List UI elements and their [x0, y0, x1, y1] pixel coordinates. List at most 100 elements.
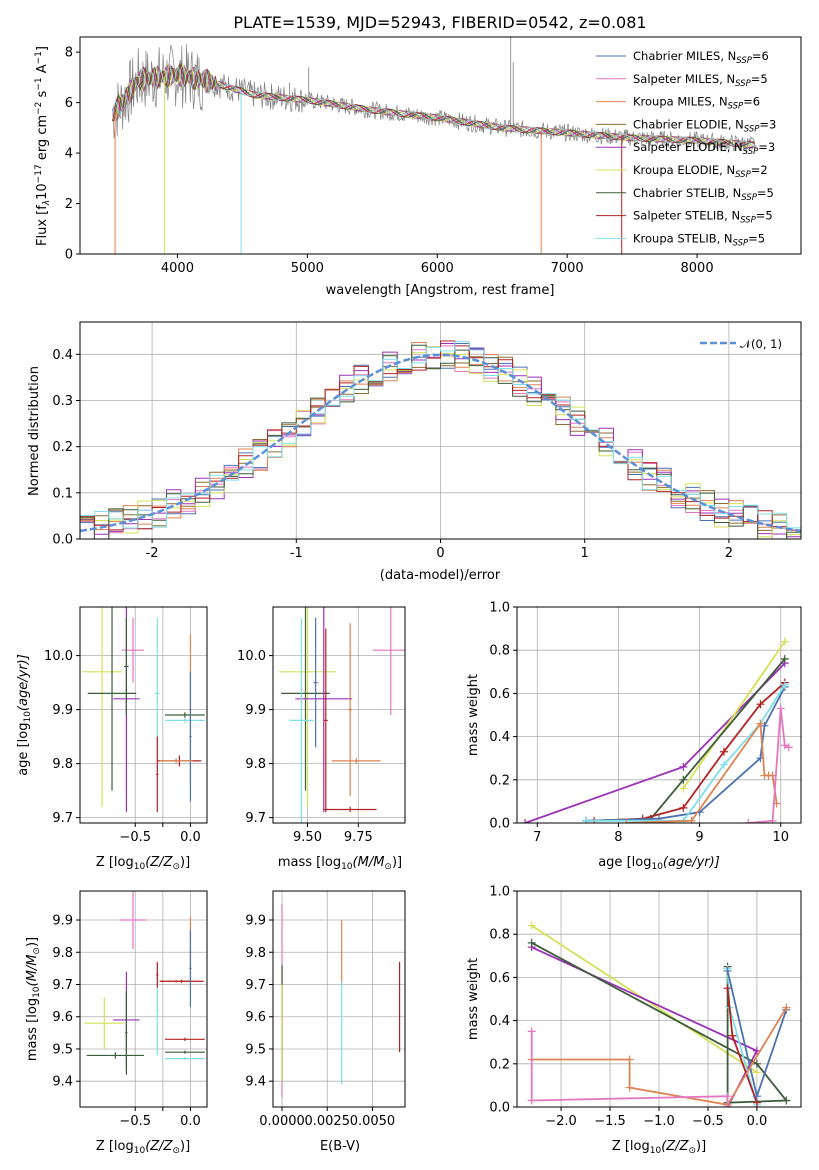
p1-y-tick-label: 6 — [65, 96, 73, 111]
mass-z-axes-frame — [79, 890, 208, 1108]
gaussian-curve — [80, 353, 801, 533]
mass-weight-marker — [752, 1092, 761, 1101]
mw-age-x-label: age [log10(age/yr)] — [598, 855, 720, 872]
p6-y-tick-label: 9.9 — [52, 914, 73, 929]
p3-y-tick-label: 10.0 — [44, 649, 73, 664]
p1-y-tick-label: 8 — [65, 46, 73, 61]
p7-y-tick-label: 9.4 — [245, 1075, 266, 1090]
mass-weight-marker — [723, 1103, 732, 1107]
mass-weight-marker — [756, 700, 765, 709]
mass-weight-line — [530, 1031, 729, 1107]
p3-y-tick-label: 9.9 — [52, 703, 73, 718]
p4-y-tick-label: 10.0 — [237, 649, 266, 664]
legend-label: Kroupa STELIB, NSSP=5 — [633, 231, 765, 248]
p6-y-tick-label: 9.6 — [52, 1010, 73, 1025]
mass-weight-marker — [521, 819, 530, 823]
p1-x-tick-label: 8000 — [681, 261, 714, 276]
p2-x-tick-label: -2 — [146, 546, 159, 561]
spectrum-x-label: wavelength [Angstrom, rest frame] — [326, 283, 555, 298]
mw-age-axes-frame — [516, 606, 802, 824]
age-vs-mass-panel: 9.50 9.75 9.7 9.8 9.9 10.0 mass [log10(M/M⊙)] — [237, 606, 406, 872]
mass-weight-marker — [744, 819, 753, 823]
mass-weight-marker — [723, 1092, 732, 1101]
mass-weight-marker — [625, 1083, 634, 1092]
p7-y-tick-label: 9.9 — [245, 914, 266, 929]
p1-y-tick-label: 0 — [65, 248, 73, 263]
mass-z-x-label: Z [log10(Z/Z⊙)] — [96, 1139, 190, 1156]
mass-weight-marker — [527, 921, 536, 930]
mass-weight-marker — [581, 816, 590, 823]
age-y-label: age [log10(age/yr)] — [16, 654, 33, 776]
p8-x-tick-label: 0.0 — [747, 1114, 768, 1129]
mass-weight-marker — [784, 743, 793, 752]
mass-weight-marker — [719, 760, 728, 769]
mass-weight-marker — [780, 680, 789, 689]
legend-label: Chabrier STELIB, NSSP=5 — [633, 186, 774, 203]
mw-z-x-label: Z [log10(Z/Z⊙)] — [612, 1139, 706, 1156]
p5-y-tick-label: 0.2 — [489, 773, 510, 788]
age-z-axes-frame — [79, 606, 208, 824]
histogram-y-label: Normed distribution — [27, 366, 42, 496]
mass-weight-marker — [768, 816, 777, 823]
p2-y-tick-label: 0.2 — [52, 440, 73, 455]
mass-weight-marker — [679, 762, 688, 771]
p4-y-tick-label: 9.8 — [245, 757, 266, 772]
p1-y-tick-label: 4 — [65, 147, 73, 162]
spectrum-model-line — [112, 63, 756, 147]
mass-weight-line — [585, 686, 786, 822]
mass-weight-marker — [776, 704, 785, 713]
p7-x-tick-label: 0.0000 — [259, 1114, 305, 1129]
p1-x-tick-label: 6000 — [421, 261, 454, 276]
p8-x-tick-label: −1.0 — [643, 1114, 675, 1129]
mass-weight-marker — [679, 775, 688, 784]
spectrum-model-line — [112, 64, 756, 147]
mass-weight-marker — [723, 984, 732, 993]
p4-x-tick-label: 9.75 — [344, 830, 373, 845]
mass-vs-metallicity-panel: −0.5 0.0 9.4 9.5 9.6 9.7 9.8 9.9 Z [log10(Z/Z⊙)… — [25, 890, 208, 1156]
mass-weight-marker — [760, 721, 769, 730]
p8-y-tick-label: 0.6 — [489, 971, 510, 986]
p2-y-tick-label: 0.4 — [52, 348, 73, 363]
mass-weight-marker — [679, 784, 688, 793]
mw-z-y-label: mass weight — [466, 958, 481, 1040]
mass-weight-marker — [622, 819, 631, 823]
spectrum-axes-frame — [79, 36, 802, 255]
p8-x-tick-label: −1.5 — [594, 1114, 626, 1129]
p5-y-tick-label: 0.4 — [489, 730, 510, 745]
p2-x-tick-label: 2 — [725, 546, 733, 561]
mass-weight-marker — [527, 1027, 536, 1036]
mass-weight-marker — [728, 1031, 737, 1040]
p6-x-tick-label: 0.0 — [180, 1114, 201, 1129]
p2-x-tick-label: 1 — [581, 546, 589, 561]
mass-weight-line — [682, 641, 786, 789]
spectrum-model-line — [112, 62, 755, 148]
mass-weight-marker — [679, 803, 688, 812]
histogram-x-label: (data-model)/error — [380, 568, 501, 583]
age-mass-x-label: mass [log10(M/M⊙)] — [278, 855, 402, 872]
p5-y-tick-label: 0.6 — [489, 687, 510, 702]
p8-x-tick-label: −2.0 — [545, 1114, 577, 1129]
p3-y-tick-label: 9.7 — [52, 811, 73, 826]
mass-vs-ebv-panel: 0.0000 0.0025 0.0050 9.4 9.5 9.6 9.7 9.8 9.9 E(B… — [245, 890, 406, 1154]
mass-weight-marker — [780, 637, 789, 646]
p6-y-tick-label: 9.8 — [52, 946, 73, 961]
mass-weight-marker — [780, 741, 789, 750]
mass-ebv-axes-frame — [272, 890, 406, 1108]
p2-y-tick-label: 0.3 — [52, 394, 73, 409]
spectrum-model-line — [112, 64, 756, 148]
legend-label: Chabrier ELODIE, NSSP=3 — [633, 117, 776, 134]
p2-x-tick-label: 0 — [436, 546, 444, 561]
legend-label: Kroupa MILES, NSSP=6 — [633, 95, 760, 112]
chart-title: PLATE=1539, MJD=52943, FIBERID=0542, z=0… — [233, 13, 646, 32]
mass-weight-marker — [782, 1003, 791, 1012]
legend-label: Salpeter ELODIE, NSSP=3 — [633, 140, 775, 157]
spectrum-panel: PLATE=1539, MJD=52943, FIBERID=0542, z=0… — [34, 13, 802, 298]
mass-weight-vs-age-panel: 7 8 9 10 0.0 0.2 0.4 0.6 0.8 1.0 age [log10(age/y… — [466, 601, 802, 872]
p6-y-tick-label: 9.4 — [52, 1075, 73, 1090]
p2-y-tick-label: 0.0 — [52, 533, 73, 548]
p2-y-tick-label: 0.1 — [52, 486, 73, 501]
mass-weight-marker — [625, 1055, 634, 1064]
p7-y-tick-label: 9.8 — [245, 946, 266, 961]
p7-y-tick-label: 9.6 — [245, 1010, 266, 1025]
legend-label: Salpeter MILES, NSSP=5 — [633, 72, 768, 89]
